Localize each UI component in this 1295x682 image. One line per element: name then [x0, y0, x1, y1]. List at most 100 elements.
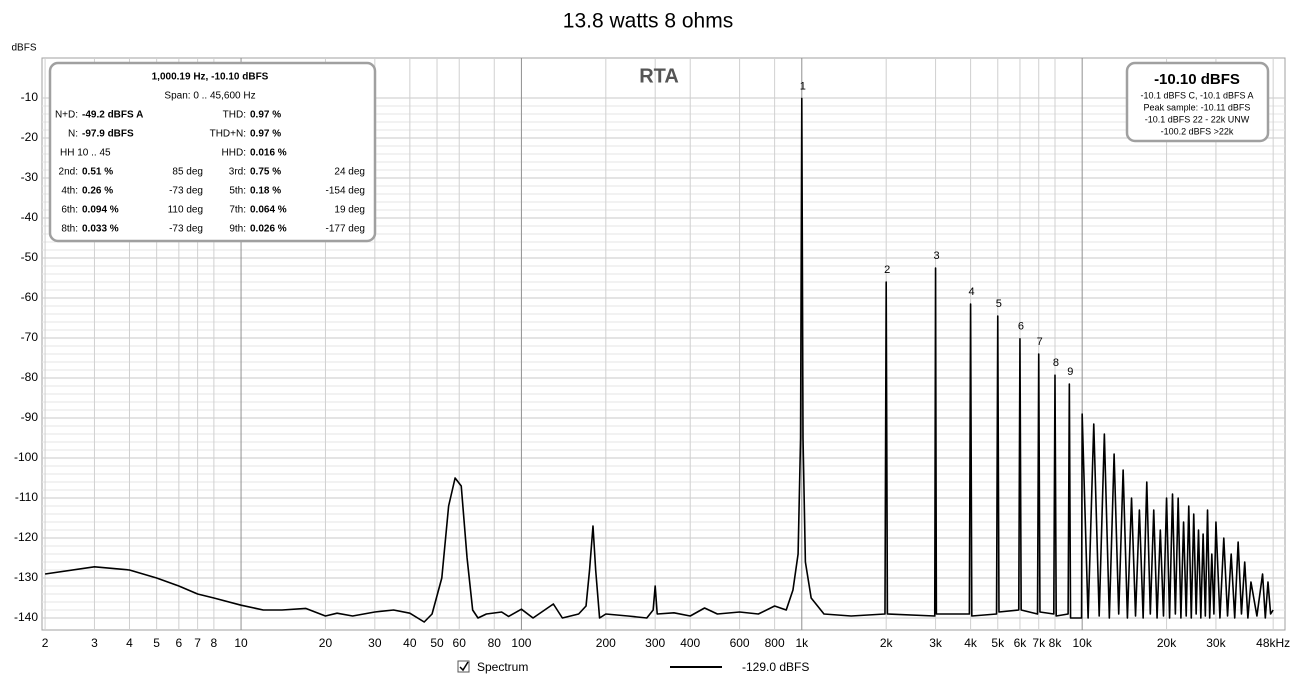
x-tick-label: 2k [880, 636, 894, 650]
y-tick-label: -80 [21, 370, 39, 384]
x-tick-label: 200 [596, 636, 616, 650]
legend-value: -129.0 dBFS [742, 660, 809, 674]
y-tick-label: -60 [21, 290, 39, 304]
stat-value: 0.016 % [250, 148, 287, 159]
y-tick-label: -50 [21, 250, 39, 264]
stat-label: THD: [223, 110, 246, 121]
harmonic-name: 4th: [61, 186, 78, 197]
x-tick-label: 40 [403, 636, 417, 650]
harmonic-level: 0.26 % [82, 186, 113, 197]
harmonic-name: 5th: [229, 186, 246, 197]
x-tick-label: 100 [511, 636, 531, 650]
level-box: -10.10 dBFS -10.1 dBFS C, -10.1 dBFS A Pea… [1125, 61, 1270, 143]
checkbox[interactable] [457, 660, 470, 673]
harmonic-phase: -73 deg [169, 224, 203, 235]
x-tick-label: 20k [1157, 636, 1177, 650]
harmonic-name: 6th: [61, 205, 78, 216]
harmonic-label: 5 [996, 298, 1002, 310]
x-tick-label: 800 [765, 636, 785, 650]
harmonic-name: 3rd: [229, 167, 246, 178]
info-line: Span: 0 .. 45,600 Hz [164, 91, 255, 102]
y-tick-label: -120 [14, 530, 38, 544]
x-tick-label: 6k [1014, 636, 1028, 650]
x-tick-label: 3 [91, 636, 98, 650]
spectrum-line [44, 97, 1274, 623]
harmonic-name: 9th: [229, 224, 246, 235]
x-tick-label: 4 [126, 636, 133, 650]
x-tick-label: 8 [211, 636, 218, 650]
info-box: 1,000.19 Hz, -10.10 dBFS Span: 0 .. 45,60… [48, 61, 377, 243]
level-line: -10.1 dBFS C, -10.1 dBFS A [1140, 90, 1253, 100]
y-tick-label: -30 [21, 170, 39, 184]
level-line: -10.1 dBFS 22 - 22k UNW [1145, 114, 1250, 124]
x-tick-label: 30k [1206, 636, 1226, 650]
harmonic-name: 7th: [229, 205, 246, 216]
y-axis-label: dBFS [11, 43, 36, 54]
stat-value: 0.97 % [250, 110, 281, 121]
harmonic-phase: -73 deg [169, 186, 203, 197]
harmonic-label: 9 [1067, 366, 1073, 378]
harmonic-label: 7 [1037, 336, 1043, 348]
harmonic-level: 0.026 % [250, 224, 287, 235]
y-tick-label: -40 [21, 210, 39, 224]
x-tick-label: 8k [1049, 636, 1063, 650]
x-tick-label: 48kHz [1256, 636, 1290, 650]
x-tick-label: 2 [42, 636, 49, 650]
checkmark [459, 661, 469, 672]
stat-label: N+D: [55, 110, 78, 121]
info-box-frame [48, 61, 377, 243]
x-tick-label: 20 [319, 636, 333, 650]
y-tick-label: -100 [14, 450, 38, 464]
stat-label: N: [68, 129, 78, 140]
harmonic-label: 2 [884, 264, 890, 276]
harmonic-phase: -154 deg [326, 186, 365, 197]
harmonic-level: 0.18 % [250, 186, 281, 197]
stat-value: -97.9 dBFS [82, 129, 134, 140]
level-headline: -10.10 dBFS [1154, 71, 1240, 88]
x-tick-label: 10k [1072, 636, 1092, 650]
y-tick-label: -70 [21, 330, 39, 344]
y-tick-label: -140 [14, 610, 38, 624]
chart-title: 13.8 watts 8 ohms [563, 10, 733, 33]
harmonic-phase: 110 deg [168, 205, 203, 216]
harmonic-name: 8th: [61, 224, 78, 235]
stat-label: THD+N: [210, 129, 246, 140]
x-tick-label: 7k [1032, 636, 1046, 650]
y-tick-label: -90 [21, 410, 39, 424]
harmonic-name: 2nd: [59, 167, 78, 178]
x-tick-label: 6 [176, 636, 183, 650]
x-tick-label: 50 [430, 636, 444, 650]
x-tick-label: 1k [795, 636, 809, 650]
harmonic-level: 0.064 % [250, 205, 287, 216]
x-tick-label: 30 [368, 636, 382, 650]
x-tick-label: 300 [645, 636, 665, 650]
y-tick-label: -110 [15, 490, 38, 504]
harmonic-level: 0.094 % [82, 205, 119, 216]
level-box-frame [1125, 61, 1270, 143]
harmonic-label: 3 [934, 250, 940, 262]
harmonic-level: 0.75 % [250, 167, 281, 178]
x-tick-label: 7 [194, 636, 201, 650]
harmonic-level: 0.033 % [82, 224, 119, 235]
x-tick-label: 60 [453, 636, 467, 650]
x-tick-label: 10 [234, 636, 248, 650]
stat-label: HH 10 .. 45 [60, 148, 111, 159]
y-tick-label: -20 [21, 130, 39, 144]
harmonic-label: 4 [969, 286, 975, 298]
info-line: 1,000.19 Hz, -10.10 dBFS [152, 72, 269, 83]
harmonic-level: 0.51 % [82, 167, 113, 178]
harmonic-label: 1 [800, 80, 806, 92]
harmonic-phase: 19 deg [334, 205, 365, 216]
x-tick-label: 3k [929, 636, 943, 650]
stat-value: 0.97 % [250, 129, 281, 140]
harmonic-label: 6 [1018, 321, 1024, 333]
harmonic-label: 8 [1053, 357, 1059, 369]
panel-title: RTA [639, 65, 679, 87]
level-line: -100.2 dBFS >22k [1161, 126, 1234, 136]
x-tick-label: 400 [680, 636, 700, 650]
legend-label: Spectrum [477, 660, 528, 674]
x-tick-label: 5 [153, 636, 160, 650]
x-tick-label: 4k [964, 636, 978, 650]
legend-checkbox[interactable] [457, 660, 470, 673]
y-tick-label: -130 [14, 570, 38, 584]
